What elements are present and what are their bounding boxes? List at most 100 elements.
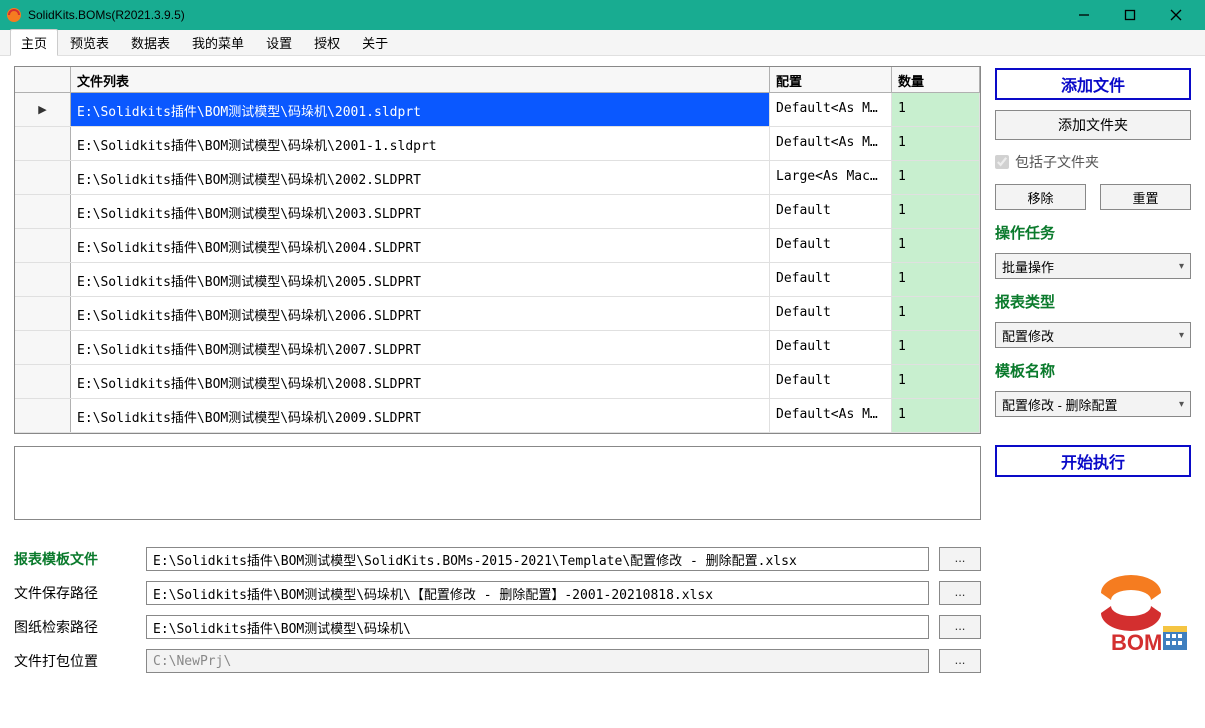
app-logo: BOM <box>995 558 1191 678</box>
row-header[interactable] <box>15 399 71 432</box>
row-header[interactable] <box>15 195 71 228</box>
svg-text:BOM: BOM <box>1111 630 1162 655</box>
cell-qty[interactable]: 1 <box>892 93 980 126</box>
drawing-path-label: 图纸检索路径 <box>14 617 136 637</box>
cell-qty[interactable]: 1 <box>892 263 980 296</box>
menu-tab-5[interactable]: 授权 <box>304 30 350 55</box>
save-path-input[interactable] <box>146 581 929 605</box>
cell-config[interactable]: Default <box>770 195 892 228</box>
cell-qty[interactable]: 1 <box>892 229 980 262</box>
titlebar: SolidKits.BOMs(R2021.3.9.5) <box>0 0 1205 30</box>
table-row[interactable]: E:\Solidkits插件\BOM测试模型\码垛机\2008.SLDPRTDe… <box>15 365 980 399</box>
start-button[interactable]: 开始执行 <box>995 445 1191 477</box>
template-file-label: 报表模板文件 <box>14 549 136 569</box>
cell-config[interactable]: Default<As M.. <box>770 127 892 160</box>
cell-file[interactable]: E:\Solidkits插件\BOM测试模型\码垛机\2005.SLDPRT <box>71 263 770 296</box>
include-subfolder-checkbox[interactable] <box>995 155 1009 169</box>
table-row[interactable]: E:\Solidkits插件\BOM测试模型\码垛机\2009.SLDPRTDe… <box>15 399 980 433</box>
cell-config[interactable]: Large<As Mac... <box>770 161 892 194</box>
task-combo[interactable]: 批量操作 ▾ <box>995 253 1191 279</box>
cell-file[interactable]: E:\Solidkits插件\BOM测试模型\码垛机\2002.SLDPRT <box>71 161 770 194</box>
row-header[interactable] <box>15 127 71 160</box>
table-row[interactable]: E:\Solidkits插件\BOM测试模型\码垛机\2003.SLDPRTDe… <box>15 195 980 229</box>
template-name-combo-value: 配置修改 - 删除配置 <box>1002 395 1118 414</box>
row-header[interactable] <box>15 297 71 330</box>
drawing-path-browse-button[interactable]: ... <box>939 615 981 639</box>
chevron-down-icon: ▾ <box>1179 330 1184 341</box>
table-row[interactable]: E:\Solidkits插件\BOM测试模型\码垛机\2005.SLDPRTDe… <box>15 263 980 297</box>
add-file-button[interactable]: 添加文件 <box>995 68 1191 100</box>
row-header[interactable] <box>15 161 71 194</box>
cell-qty[interactable]: 1 <box>892 127 980 160</box>
cell-qty[interactable]: 1 <box>892 161 980 194</box>
row-header[interactable]: ▶ <box>15 93 71 126</box>
drawing-path-input[interactable] <box>146 615 929 639</box>
table-row[interactable]: E:\Solidkits插件\BOM测试模型\码垛机\2007.SLDPRTDe… <box>15 331 980 365</box>
minimize-button[interactable] <box>1061 0 1107 30</box>
cell-file[interactable]: E:\Solidkits插件\BOM测试模型\码垛机\2007.SLDPRT <box>71 331 770 364</box>
report-type-combo-value: 配置修改 <box>1002 326 1054 345</box>
menu-tab-6[interactable]: 关于 <box>352 30 398 55</box>
add-folder-button[interactable]: 添加文件夹 <box>995 110 1191 140</box>
task-combo-value: 批量操作 <box>1002 257 1054 276</box>
cell-qty[interactable]: 1 <box>892 331 980 364</box>
close-button[interactable] <box>1153 0 1199 30</box>
report-type-label: 报表类型 <box>995 291 1191 312</box>
row-header[interactable] <box>15 229 71 262</box>
remove-button[interactable]: 移除 <box>995 184 1086 210</box>
menu-tab-0[interactable]: 主页 <box>10 29 58 56</box>
cell-config[interactable]: Default <box>770 229 892 262</box>
log-area <box>14 446 981 520</box>
maximize-button[interactable] <box>1107 0 1153 30</box>
table-row[interactable]: ▶E:\Solidkits插件\BOM测试模型\码垛机\2001.sldprtD… <box>15 93 980 127</box>
save-path-label: 文件保存路径 <box>14 583 136 603</box>
cell-config[interactable]: Default <box>770 331 892 364</box>
table-row[interactable]: E:\Solidkits插件\BOM测试模型\码垛机\2004.SLDPRTDe… <box>15 229 980 263</box>
grid-header-file[interactable]: 文件列表 <box>71 67 770 92</box>
row-header[interactable] <box>15 263 71 296</box>
menu-tab-4[interactable]: 设置 <box>256 30 302 55</box>
menu-tab-3[interactable]: 我的菜单 <box>182 30 254 55</box>
app-icon <box>6 7 22 23</box>
cell-config[interactable]: Default<As M.. <box>770 93 892 126</box>
row-header[interactable] <box>15 365 71 398</box>
menubar: 主页预览表数据表我的菜单设置授权关于 <box>0 30 1205 56</box>
cell-config[interactable]: Default <box>770 263 892 296</box>
save-path-browse-button[interactable]: ... <box>939 581 981 605</box>
grid-body[interactable]: ▶E:\Solidkits插件\BOM测试模型\码垛机\2001.sldprtD… <box>15 93 980 433</box>
cell-file[interactable]: E:\Solidkits插件\BOM测试模型\码垛机\2004.SLDPRT <box>71 229 770 262</box>
cell-config[interactable]: Default<As M.. <box>770 399 892 432</box>
cell-file[interactable]: E:\Solidkits插件\BOM测试模型\码垛机\2001.sldprt <box>71 93 770 126</box>
cell-qty[interactable]: 1 <box>892 297 980 330</box>
cell-qty[interactable]: 1 <box>892 399 980 432</box>
chevron-down-icon: ▾ <box>1179 261 1184 272</box>
grid-header-config[interactable]: 配置 <box>770 67 892 92</box>
include-subfolder-label: 包括子文件夹 <box>1015 152 1099 172</box>
cell-file[interactable]: E:\Solidkits插件\BOM测试模型\码垛机\2006.SLDPRT <box>71 297 770 330</box>
menu-tab-2[interactable]: 数据表 <box>121 30 180 55</box>
menu-tab-1[interactable]: 预览表 <box>60 30 119 55</box>
template-file-browse-button[interactable]: ... <box>939 547 981 571</box>
template-name-label: 模板名称 <box>995 360 1191 381</box>
cell-file[interactable]: E:\Solidkits插件\BOM测试模型\码垛机\2009.SLDPRT <box>71 399 770 432</box>
table-row[interactable]: E:\Solidkits插件\BOM测试模型\码垛机\2002.SLDPRTLa… <box>15 161 980 195</box>
template-name-combo[interactable]: 配置修改 - 删除配置 ▾ <box>995 391 1191 417</box>
reset-button[interactable]: 重置 <box>1100 184 1191 210</box>
table-row[interactable]: E:\Solidkits插件\BOM测试模型\码垛机\2001-1.sldprt… <box>15 127 980 161</box>
table-row[interactable]: E:\Solidkits插件\BOM测试模型\码垛机\2006.SLDPRTDe… <box>15 297 980 331</box>
cell-config[interactable]: Default <box>770 297 892 330</box>
cell-file[interactable]: E:\Solidkits插件\BOM测试模型\码垛机\2008.SLDPRT <box>71 365 770 398</box>
pack-path-input <box>146 649 929 673</box>
paths-area: 报表模板文件 ... 文件保存路径 ... 图纸检索路径 ... 文件打包位置 … <box>14 542 981 678</box>
cell-config[interactable]: Default <box>770 365 892 398</box>
task-label: 操作任务 <box>995 222 1191 243</box>
cell-file[interactable]: E:\Solidkits插件\BOM测试模型\码垛机\2001-1.sldprt <box>71 127 770 160</box>
cell-qty[interactable]: 1 <box>892 195 980 228</box>
cell-file[interactable]: E:\Solidkits插件\BOM测试模型\码垛机\2003.SLDPRT <box>71 195 770 228</box>
report-type-combo[interactable]: 配置修改 ▾ <box>995 322 1191 348</box>
grid-header-qty[interactable]: 数量 <box>892 67 980 92</box>
pack-path-browse-button[interactable]: ... <box>939 649 981 673</box>
template-file-input[interactable] <box>146 547 929 571</box>
cell-qty[interactable]: 1 <box>892 365 980 398</box>
row-header[interactable] <box>15 331 71 364</box>
